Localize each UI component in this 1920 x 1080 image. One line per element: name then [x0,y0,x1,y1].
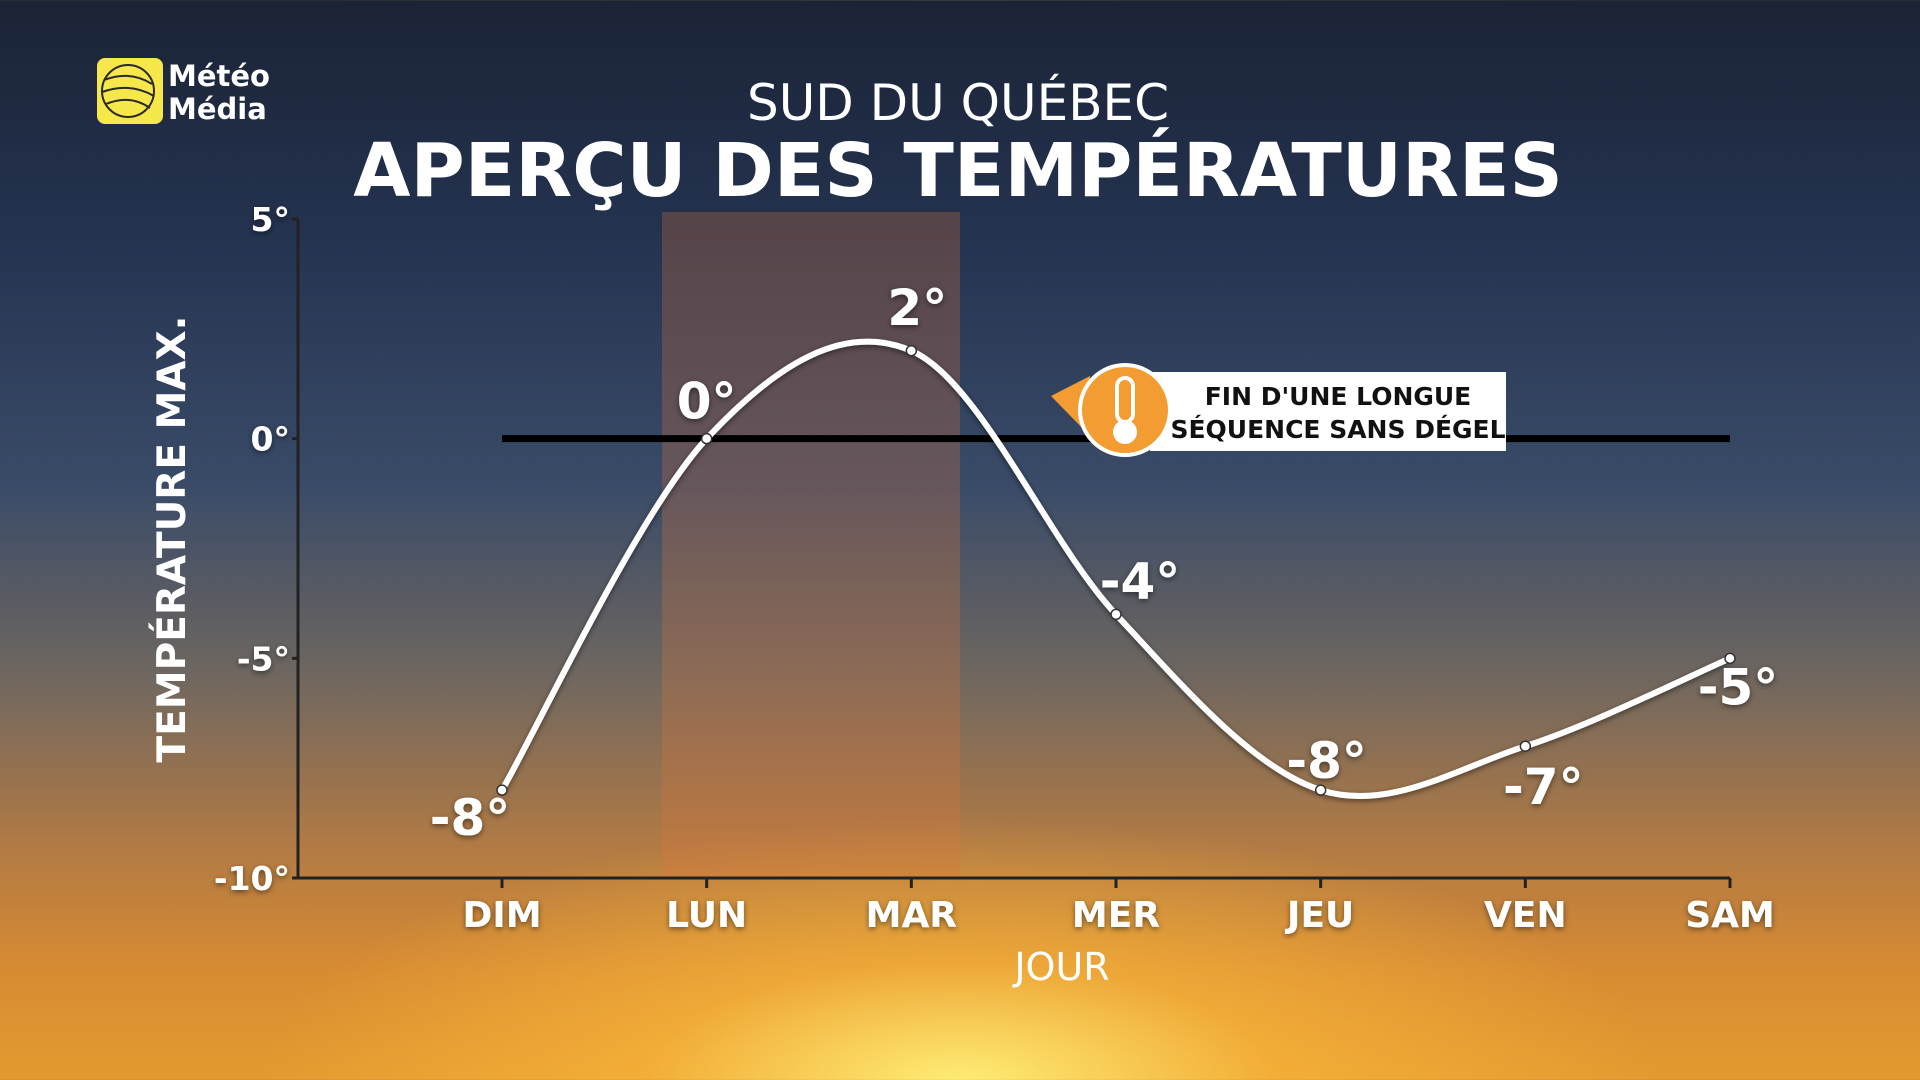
data-label: -5° [1698,658,1779,716]
data-point [1110,608,1122,621]
data-point [700,432,713,445]
y-tick-label: 5° [251,200,290,239]
x-tick-label: DIM [462,895,541,936]
data-point [496,784,508,796]
data-label: 2° [887,279,947,337]
data-point [905,345,918,357]
data-label: -8° [1286,732,1367,790]
annotation-box [1150,372,1506,451]
logo: Météo Média [97,58,270,126]
data-point [1519,740,1532,752]
x-axis-label: JOUR [1012,945,1109,989]
x-tick-label: JEU [1284,895,1354,936]
y-tick-label: -5° [237,639,290,678]
x-tick-label: MER [1072,895,1160,936]
logo-badge [97,58,163,124]
annotation: FIN D'UNE LONGUE SÉQUENCE SANS DÉGEL [1051,363,1506,457]
y-axis-label: TEMPÉRATURE MAX. [148,316,195,763]
data-label: 0° [677,373,737,431]
logo-text: Média [168,92,267,126]
logo-text: Météo [168,59,270,93]
y-tick-label: 0° [251,420,290,459]
x-tick-label: SAM [1685,895,1775,936]
data-label: -8° [430,789,511,847]
x-tick-label: MAR [866,895,957,936]
annotation-text: FIN D'UNE LONGUE [1205,382,1472,411]
data-point [1314,784,1327,796]
annotation-icon-bg [1078,363,1172,457]
y-tick-label: -10° [214,859,290,898]
data-point [1724,652,1736,665]
logo-lines [101,74,155,109]
chart-subtitle: SUD DU QUÉBEC [747,73,1169,132]
annotation-text: SÉQUENCE SANS DÉGEL [1170,415,1505,444]
plot: 5° 0° -5° -10° DIM LUN MAR MER JEU VEN SAM FIN D'UN… [214,200,1778,936]
data-label: -4° [1100,552,1181,610]
thermometer-bulb [1113,420,1137,444]
x-tick-label: LUN [666,895,747,936]
data-label: -7° [1503,758,1584,816]
data-line [499,338,1732,800]
chart-title: APERÇU DES TEMPÉRATURES [353,126,1563,214]
x-tick-label: VEN [1484,895,1567,936]
highlight-band [662,212,960,878]
